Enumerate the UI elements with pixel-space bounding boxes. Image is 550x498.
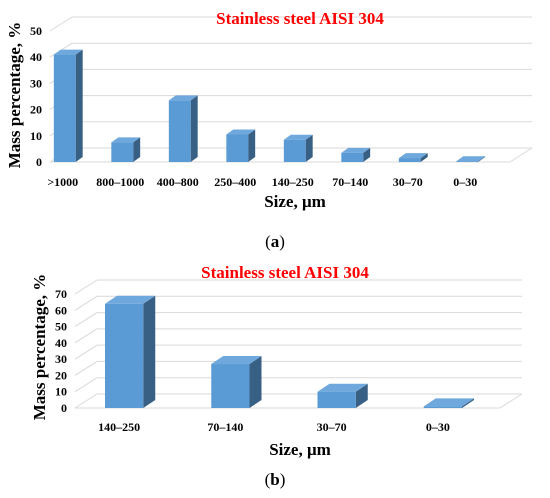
bar: [398, 153, 428, 162]
bar-front: [226, 134, 249, 162]
bar-side: [305, 134, 313, 162]
chart-a: 0 10 20 30 40 50 >1000 800–1000 400–800 250–400 14…: [5, 9, 533, 211]
bar: [317, 383, 368, 408]
bar: [456, 156, 486, 162]
bar-side: [248, 129, 256, 162]
bar-top: [456, 156, 486, 162]
gridline-side: [74, 312, 98, 327]
y-tick-label: 30: [30, 76, 42, 90]
bar-side: [133, 137, 141, 162]
y-axis-label: Mass percentage, %: [5, 22, 24, 169]
bar-top: [341, 147, 371, 153]
chart-title: Stainless steel AISI 304: [201, 263, 369, 282]
x-tick-label: 30–70: [393, 175, 423, 189]
bar: [105, 295, 156, 408]
y-tick-label: 70: [55, 287, 67, 301]
bar-side: [75, 49, 83, 162]
y-tick-label: 0: [61, 401, 67, 415]
x-tick-label: 70–140: [207, 420, 243, 434]
bar-top: [283, 134, 313, 140]
bar-front: [111, 142, 134, 162]
x-tick-label: 140–250: [272, 175, 314, 189]
y-tick-label: 40: [55, 336, 67, 350]
gridline-side: [74, 328, 98, 344]
bar-side: [143, 295, 156, 408]
x-tick-label: 250–400: [214, 175, 256, 189]
x-tick-label: 400–800: [157, 175, 199, 189]
x-tick-label: 0–30: [426, 420, 450, 434]
y-tick-label: 50: [30, 24, 42, 38]
y-tick-label: 20: [55, 368, 67, 382]
gridline-side: [74, 393, 98, 409]
y-tick-label: 20: [30, 103, 42, 117]
bar: [423, 398, 474, 408]
gridline-side: [74, 279, 98, 295]
bar-front: [283, 139, 306, 162]
bar-top: [105, 295, 156, 304]
bar-front: [456, 161, 479, 162]
bar-front: [211, 364, 250, 408]
y-tick-label: 10: [55, 385, 67, 399]
x-tick-label: 800–1000: [96, 175, 144, 189]
bar-side: [355, 383, 368, 408]
x-tick-label: 0–30: [453, 175, 477, 189]
x-tick-label: 30–70: [317, 420, 347, 434]
chart-b: 0 10 20 30 40 50 60 70 140–250 70–140 30–70 0–30 Sta…: [30, 263, 523, 459]
caption-a: (a): [265, 232, 285, 251]
gridline-side: [74, 295, 98, 311]
gridline-side: [74, 344, 98, 360]
x-tick-label: 70–140: [332, 175, 368, 189]
chart-title: Stainless steel AISI 304: [216, 9, 384, 28]
bar-front: [341, 152, 364, 162]
bar-front: [53, 54, 76, 162]
bar-front: [423, 406, 462, 408]
bar-top: [211, 356, 262, 365]
bar-side: [462, 398, 474, 408]
bar: [53, 49, 83, 162]
gridline-side: [49, 16, 73, 32]
bar-top: [423, 398, 474, 407]
bar-front: [105, 303, 144, 408]
caption-b: (b): [264, 470, 286, 489]
bar: [211, 356, 262, 408]
bar-top: [398, 153, 428, 159]
bar: [111, 137, 141, 162]
y-axis-label: Mass percentage, %: [30, 274, 49, 421]
bar-side: [363, 147, 371, 162]
floor-right: [509, 147, 533, 163]
bar: [226, 129, 256, 162]
x-tick-label: 140–250: [98, 420, 140, 434]
x-axis-label: Size, μm: [264, 192, 326, 211]
bar-side: [478, 156, 486, 162]
y-tick-label: 30: [55, 352, 67, 366]
y-tick-label: 40: [30, 50, 42, 64]
x-tick-label: >1000: [47, 175, 78, 189]
gridline-side: [74, 377, 98, 393]
bar-top: [111, 137, 141, 143]
y-tick-label: 10: [30, 129, 42, 143]
bar-side: [249, 356, 262, 408]
bar-side: [190, 95, 198, 162]
bar-top: [317, 383, 368, 392]
gridline-side: [74, 361, 98, 376]
bar-top: [168, 95, 198, 101]
bar: [283, 134, 313, 162]
floor-right: [499, 393, 523, 409]
bar-front: [398, 158, 421, 162]
x-axis-label: Size, μm: [269, 440, 331, 459]
y-tick-label: 50: [55, 320, 67, 334]
bar-side: [420, 153, 428, 162]
bar-top: [53, 49, 83, 55]
y-tick-label: 0: [36, 155, 42, 169]
bar: [168, 95, 198, 162]
bar-front: [317, 391, 356, 408]
y-tick-label: 60: [55, 303, 67, 317]
bar-top: [226, 129, 256, 135]
bar: [341, 147, 371, 162]
bar-front: [168, 100, 191, 162]
